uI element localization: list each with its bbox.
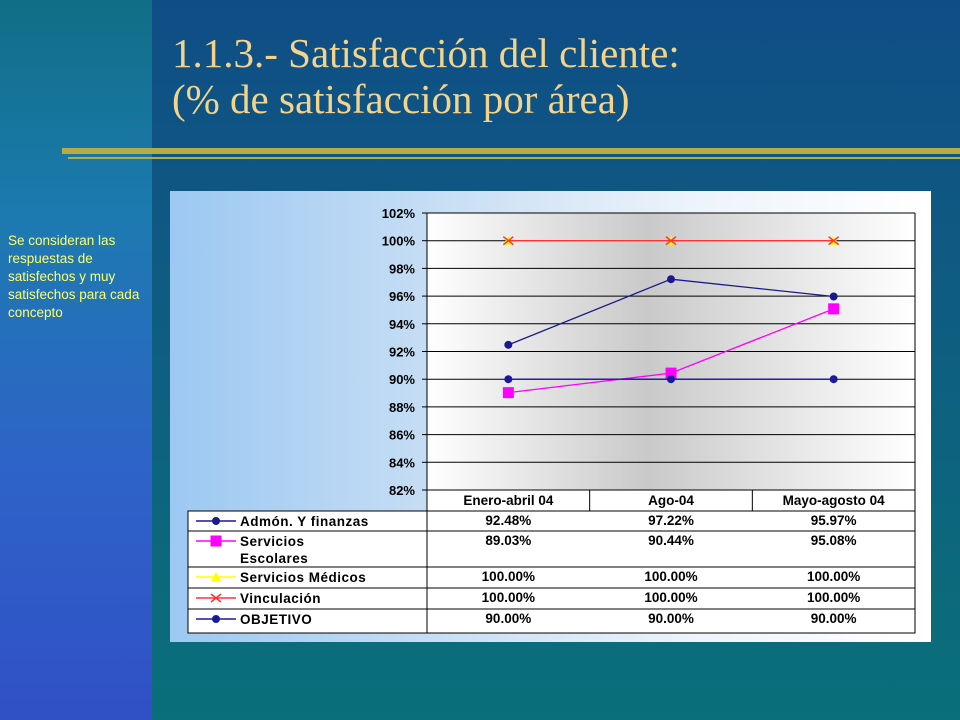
legend-key-marker xyxy=(211,572,221,581)
data-value-label: 90.00% xyxy=(811,611,857,626)
data-value-label: 95.97% xyxy=(811,513,857,528)
data-point xyxy=(667,375,675,384)
legend-key-marker xyxy=(212,517,220,525)
data-point xyxy=(828,236,840,246)
x-category-label: Ago-04 xyxy=(648,493,694,508)
legend-key-marker xyxy=(210,535,222,547)
title-line-2: (% de satisfacción por área) xyxy=(172,76,630,122)
data-value-label: 90.00% xyxy=(485,611,531,626)
data-point xyxy=(829,375,838,384)
legend-key-marker xyxy=(212,615,220,623)
data-point xyxy=(829,292,838,301)
data-value-label: 95.08% xyxy=(811,533,857,548)
title-rule-thick xyxy=(62,148,960,154)
legend-series-name: Vinculación xyxy=(240,591,321,606)
data-point xyxy=(502,387,514,399)
data-value-label: 100.00% xyxy=(482,569,535,584)
y-tick-label: 86% xyxy=(389,428,415,443)
left-panel xyxy=(0,0,152,720)
data-point xyxy=(828,303,840,315)
data-point xyxy=(665,236,677,246)
y-tick-label: 100% xyxy=(382,234,416,249)
data-value-label: 100.00% xyxy=(644,590,697,605)
y-tick-label: 88% xyxy=(389,400,415,415)
legend-series-name: Servicios Médicos xyxy=(240,570,366,585)
y-tick-label: 90% xyxy=(389,372,415,387)
data-point xyxy=(667,275,675,284)
line-chart: 82% 84% 86% 88% 90% 92% 94% 96% 98% 100% 102% Ener… xyxy=(187,206,916,634)
data-value-label: 100.00% xyxy=(644,569,697,584)
x-category-label: Enero-abril 04 xyxy=(463,493,554,508)
legend-key-marker xyxy=(210,593,222,603)
data-point xyxy=(504,340,513,349)
data-value-label: 100.00% xyxy=(482,590,535,605)
title-line-1: 1.1.3.- Satisfacción del cliente: xyxy=(172,30,680,76)
y-tick-label: 98% xyxy=(389,261,415,276)
data-value-label: 92.48% xyxy=(485,513,531,528)
title-rule-thin xyxy=(68,157,960,159)
data-value-label: 100.00% xyxy=(807,590,860,605)
legend-series-name: OBJETIVO xyxy=(240,612,312,627)
chart-container: 82% 84% 86% 88% 90% 92% 94% 96% 98% 100% 102% Ener… xyxy=(170,191,931,642)
y-tick-label: 96% xyxy=(389,289,415,304)
data-value-label: 90.44% xyxy=(648,533,694,548)
data-value-label: 97.22% xyxy=(648,513,694,528)
data-point xyxy=(665,367,677,379)
data-value-label: 89.03% xyxy=(485,533,531,548)
side-note: Se consideran las respuestas de satisfec… xyxy=(8,233,140,320)
x-category-label: Mayo-agosto 04 xyxy=(783,493,886,508)
legend-series-name: Escolares xyxy=(240,551,308,566)
data-value-label: 90.00% xyxy=(648,611,694,626)
data-point xyxy=(504,375,513,384)
y-tick-label: 84% xyxy=(389,455,415,470)
data-value-label: 100.00% xyxy=(807,569,860,584)
y-tick-label: 102% xyxy=(382,206,416,221)
slide-title: 1.1.3.- Satisfacción del cliente: (% de … xyxy=(172,30,932,122)
legend-series-name: Servicios xyxy=(240,534,305,549)
legend-series-name: Admón. Y finanzas xyxy=(240,514,369,529)
y-tick-label: 92% xyxy=(389,345,415,360)
y-tick-label: 94% xyxy=(389,317,415,332)
y-tick-label: 82% xyxy=(389,483,415,498)
data-point xyxy=(502,236,514,246)
